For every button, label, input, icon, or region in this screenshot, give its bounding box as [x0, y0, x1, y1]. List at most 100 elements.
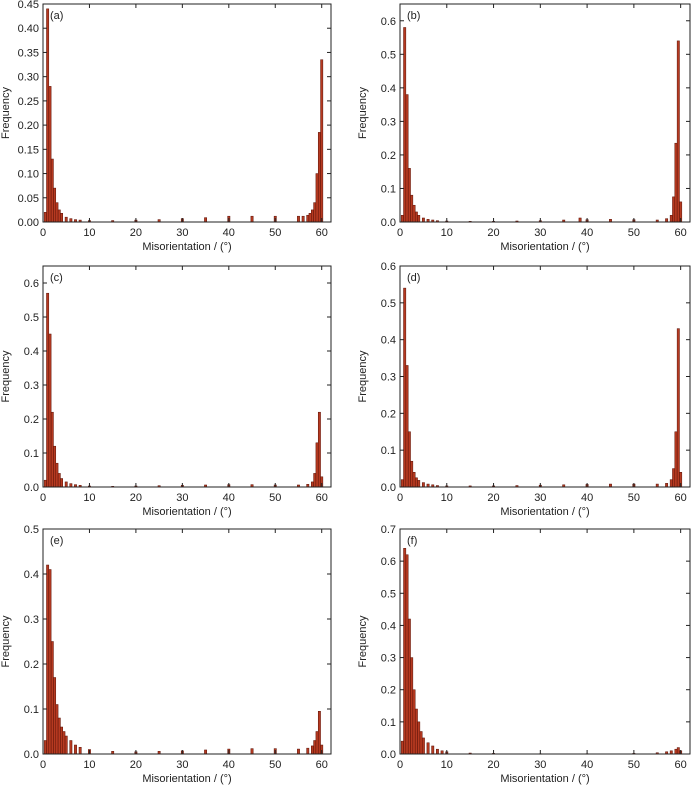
y-tick-label: 0.3 [381, 653, 396, 665]
x-tick-label: 10 [441, 492, 453, 504]
panel-6: 0 10 20 30 40 50 60 0.0 0.1 0.2 0.3 0.4 0.5 0.6 0.7 (f)… [357, 524, 691, 785]
bar [405, 365, 409, 488]
y-axis-label: Frequency [357, 350, 369, 402]
bar [407, 168, 411, 223]
bar [78, 747, 82, 755]
y-axis-label: Frequency [0, 87, 12, 139]
bar [676, 328, 680, 488]
x-tick-label: 30 [176, 492, 188, 504]
panel-3: 0 10 20 30 40 50 60 0.0 0.1 0.2 0.3 0.4 0.5 0.6 (c) Mis… [0, 265, 332, 518]
x-axis-label: Misorientation / (°) [142, 241, 231, 253]
bar [50, 158, 54, 223]
plot-frame [42, 265, 332, 488]
bar [48, 86, 52, 223]
x-tick-label: 40 [581, 492, 593, 504]
y-tick-label: 0.4 [381, 620, 396, 632]
y-tick-label: 0.0 [381, 482, 396, 494]
x-tick-label: 40 [223, 492, 235, 504]
y-tick-label: 0.3 [381, 372, 396, 384]
bar [407, 618, 411, 755]
bar [43, 212, 47, 223]
bar [311, 481, 314, 488]
y-tick-label: 0.2 [381, 685, 396, 697]
y-axis-label: Frequency [0, 615, 12, 667]
bar [57, 473, 61, 488]
bar [313, 473, 317, 488]
y-tick-label: 0.15 [18, 144, 39, 156]
bar [400, 215, 404, 223]
bar [410, 194, 414, 223]
y-tick-label: 0.1 [381, 183, 396, 195]
bar [405, 554, 409, 755]
y-axis-label: Frequency [0, 350, 12, 402]
x-tick-label: 50 [269, 759, 281, 771]
bar [315, 442, 319, 488]
y-tick-label: 0.6 [381, 261, 396, 273]
bar [410, 657, 414, 755]
x-tick-label: 0 [40, 227, 46, 239]
bar [669, 215, 673, 223]
bar [69, 483, 73, 488]
x-tick-label: 30 [534, 492, 546, 504]
panel-label: (b) [407, 10, 420, 22]
panel-2: 0 10 20 30 40 50 60 0.0 0.1 0.2 0.3 0.4 0.5 0.6 (b) Mis… [357, 3, 691, 253]
panel-5: 0 10 20 30 40 50 60 0.0 0.1 0.2 0.3 0.4 0.5 (e) Misori… [0, 524, 332, 785]
bar [672, 196, 676, 223]
bar [421, 737, 425, 755]
bar [419, 731, 423, 755]
bar [421, 217, 425, 223]
bar [311, 209, 314, 223]
bar [46, 8, 50, 223]
plot-frame [399, 265, 691, 488]
x-tick-label: 0 [40, 759, 46, 771]
bar [53, 677, 57, 755]
bar [204, 749, 207, 755]
bar [46, 292, 50, 488]
bar [308, 213, 312, 223]
x-tick-label: 30 [534, 227, 546, 239]
bar [313, 740, 317, 755]
bar [313, 202, 317, 223]
y-tick-label: 0.25 [18, 96, 39, 108]
x-tick-label: 10 [83, 227, 95, 239]
x-tick-label: 10 [83, 492, 95, 504]
bar [74, 744, 77, 755]
y-tick-label: 0.5 [24, 524, 39, 536]
bar [676, 40, 680, 223]
panel-label: (f) [407, 535, 417, 547]
bar [421, 482, 425, 488]
plot-frame [399, 528, 691, 755]
panel-1: 0 10 20 30 40 50 60 0.00 0.05 0.10 0.15 0.20 0.25 0.3… [0, 0, 332, 253]
y-axis-label: Frequency [357, 615, 369, 667]
bar [417, 721, 421, 755]
bar [674, 431, 678, 488]
bar [297, 215, 300, 223]
y-tick-label: 0.35 [18, 47, 39, 59]
y-tick-label: 0.4 [381, 335, 396, 347]
bar [64, 481, 68, 488]
bar [412, 689, 416, 755]
x-tick-label: 0 [397, 227, 403, 239]
panel-label: (c) [50, 272, 63, 284]
bar [431, 745, 435, 755]
bar [578, 217, 582, 223]
x-tick-label: 30 [534, 759, 546, 771]
y-tick-label: 0.0 [381, 749, 396, 761]
x-tick-label: 20 [487, 759, 499, 771]
panel-label: (e) [50, 535, 63, 547]
y-tick-label: 0.30 [18, 72, 39, 84]
bar [665, 483, 669, 488]
bar [412, 204, 416, 223]
bar [674, 142, 678, 223]
plot-frame [42, 3, 332, 223]
bar [407, 431, 411, 488]
y-tick-label: 0.6 [381, 556, 396, 568]
y-tick-label: 0.4 [24, 346, 39, 358]
x-tick-label: 50 [269, 227, 281, 239]
x-tick-label: 20 [487, 227, 499, 239]
y-tick-label: 0.2 [24, 414, 39, 426]
bar [317, 711, 321, 755]
bar [410, 460, 414, 488]
bar [320, 59, 324, 223]
